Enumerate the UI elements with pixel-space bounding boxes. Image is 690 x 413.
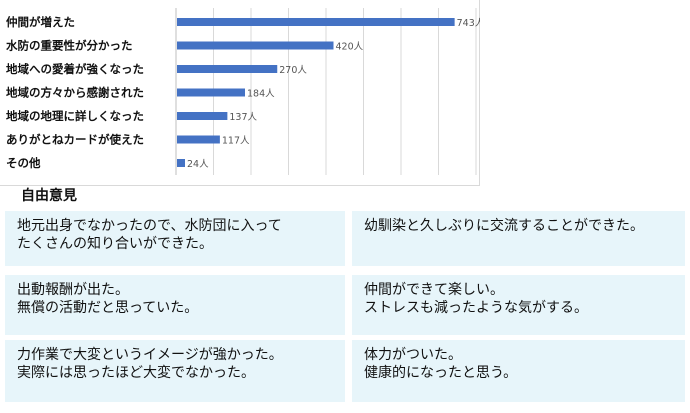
opinion-text: 仲間ができて楽しい。 xyxy=(364,282,504,298)
opinion-card-1: 地元出身でなかったので、水防団に入って たくさんの知り合いができた。 xyxy=(5,211,345,266)
opinion-text: 出動報酬が出た。 xyxy=(17,282,129,298)
opinion-text: 無償の活動だと思っていた。 xyxy=(17,300,199,316)
category-label: 地域への愛着が強くなった xyxy=(6,62,144,76)
category-label: ありがとねカードが使えた xyxy=(6,133,144,147)
chart-frame: 仲間が増えた 743人水防の重要性が分かった 420人地域への愛着が強くなった 270… xyxy=(0,0,480,186)
category-label: 地域の方々から感謝された xyxy=(6,86,144,100)
category-label: その他 xyxy=(6,156,41,170)
data-label: 270人 xyxy=(279,65,307,76)
bar xyxy=(177,112,228,120)
opinion-text: 体力がついた。 xyxy=(364,347,462,363)
opinion-card-3: 出動報酬が出た。 無償の活動だと思っていた。 xyxy=(5,275,345,335)
data-label: 420人 xyxy=(336,42,364,53)
data-label: 184人 xyxy=(247,89,275,100)
opinion-card-5: 力作業で大変というイメージが強かった。 実際には思ったほど大変でなかった。 xyxy=(5,340,345,402)
data-label: 137人 xyxy=(229,112,257,123)
data-label: 117人 xyxy=(222,136,250,147)
data-label: 24人 xyxy=(187,159,209,170)
category-label: 水防の重要性が分かった xyxy=(6,39,133,53)
bar xyxy=(177,88,245,97)
opinion-text: たくさんの知り合いができた。 xyxy=(17,236,213,252)
bar xyxy=(177,135,220,144)
bar xyxy=(177,18,455,26)
opinion-text: 健康的になったと思う。 xyxy=(364,365,518,381)
category-label: 仲間が増えた xyxy=(6,15,75,29)
opinion-card-4: 仲間ができて楽しい。 ストレスも減ったような気がする。 xyxy=(352,275,685,335)
opinion-text: ストレスも減ったような気がする。 xyxy=(364,300,588,316)
opinion-card-2: 幼馴染と久しぶりに交流することができた。 xyxy=(352,211,685,266)
data-label: 743人 xyxy=(457,18,480,29)
category-label: 地域の地理に詳しくなった xyxy=(6,109,144,123)
opinion-text: 地元出身でなかったので、水防団に入って xyxy=(17,218,282,234)
bar xyxy=(177,159,185,167)
section-title: 自由意見 xyxy=(21,188,77,204)
opinion-card-6: 体力がついた。 健康的になったと思う。 xyxy=(352,340,685,402)
bar xyxy=(177,65,278,73)
opinion-text: 実際には思ったほど大変でなかった。 xyxy=(17,365,255,381)
opinion-text: 幼馴染と久しぶりに交流することができた。 xyxy=(364,218,644,234)
opinion-text: 力作業で大変というイメージが強かった。 xyxy=(17,347,283,363)
bar xyxy=(177,41,334,50)
